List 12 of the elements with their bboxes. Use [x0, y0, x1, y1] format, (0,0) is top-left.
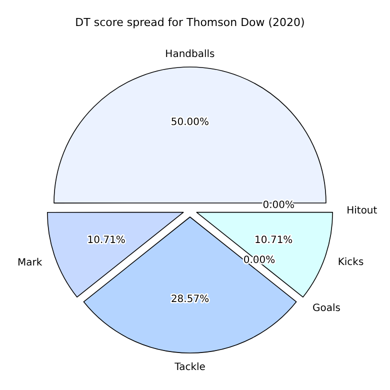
slice-label: Kicks	[338, 257, 364, 268]
data-label: 10.71%	[87, 234, 126, 246]
data-label: 28.57%	[170, 294, 210, 306]
text: 0.00%	[262, 200, 294, 211]
data-label: 50.00%	[170, 116, 210, 128]
slice-label: Handballs	[165, 48, 215, 60]
category-label: Goals	[312, 303, 340, 314]
category-label: Hitout	[346, 206, 378, 216]
slice-label: Tackle	[174, 362, 206, 374]
data-label: 10.71%	[254, 234, 293, 246]
chart-title: DT score spread for Thomson Dow (2020)	[75, 16, 305, 29]
slice-label: Mark	[18, 257, 42, 268]
